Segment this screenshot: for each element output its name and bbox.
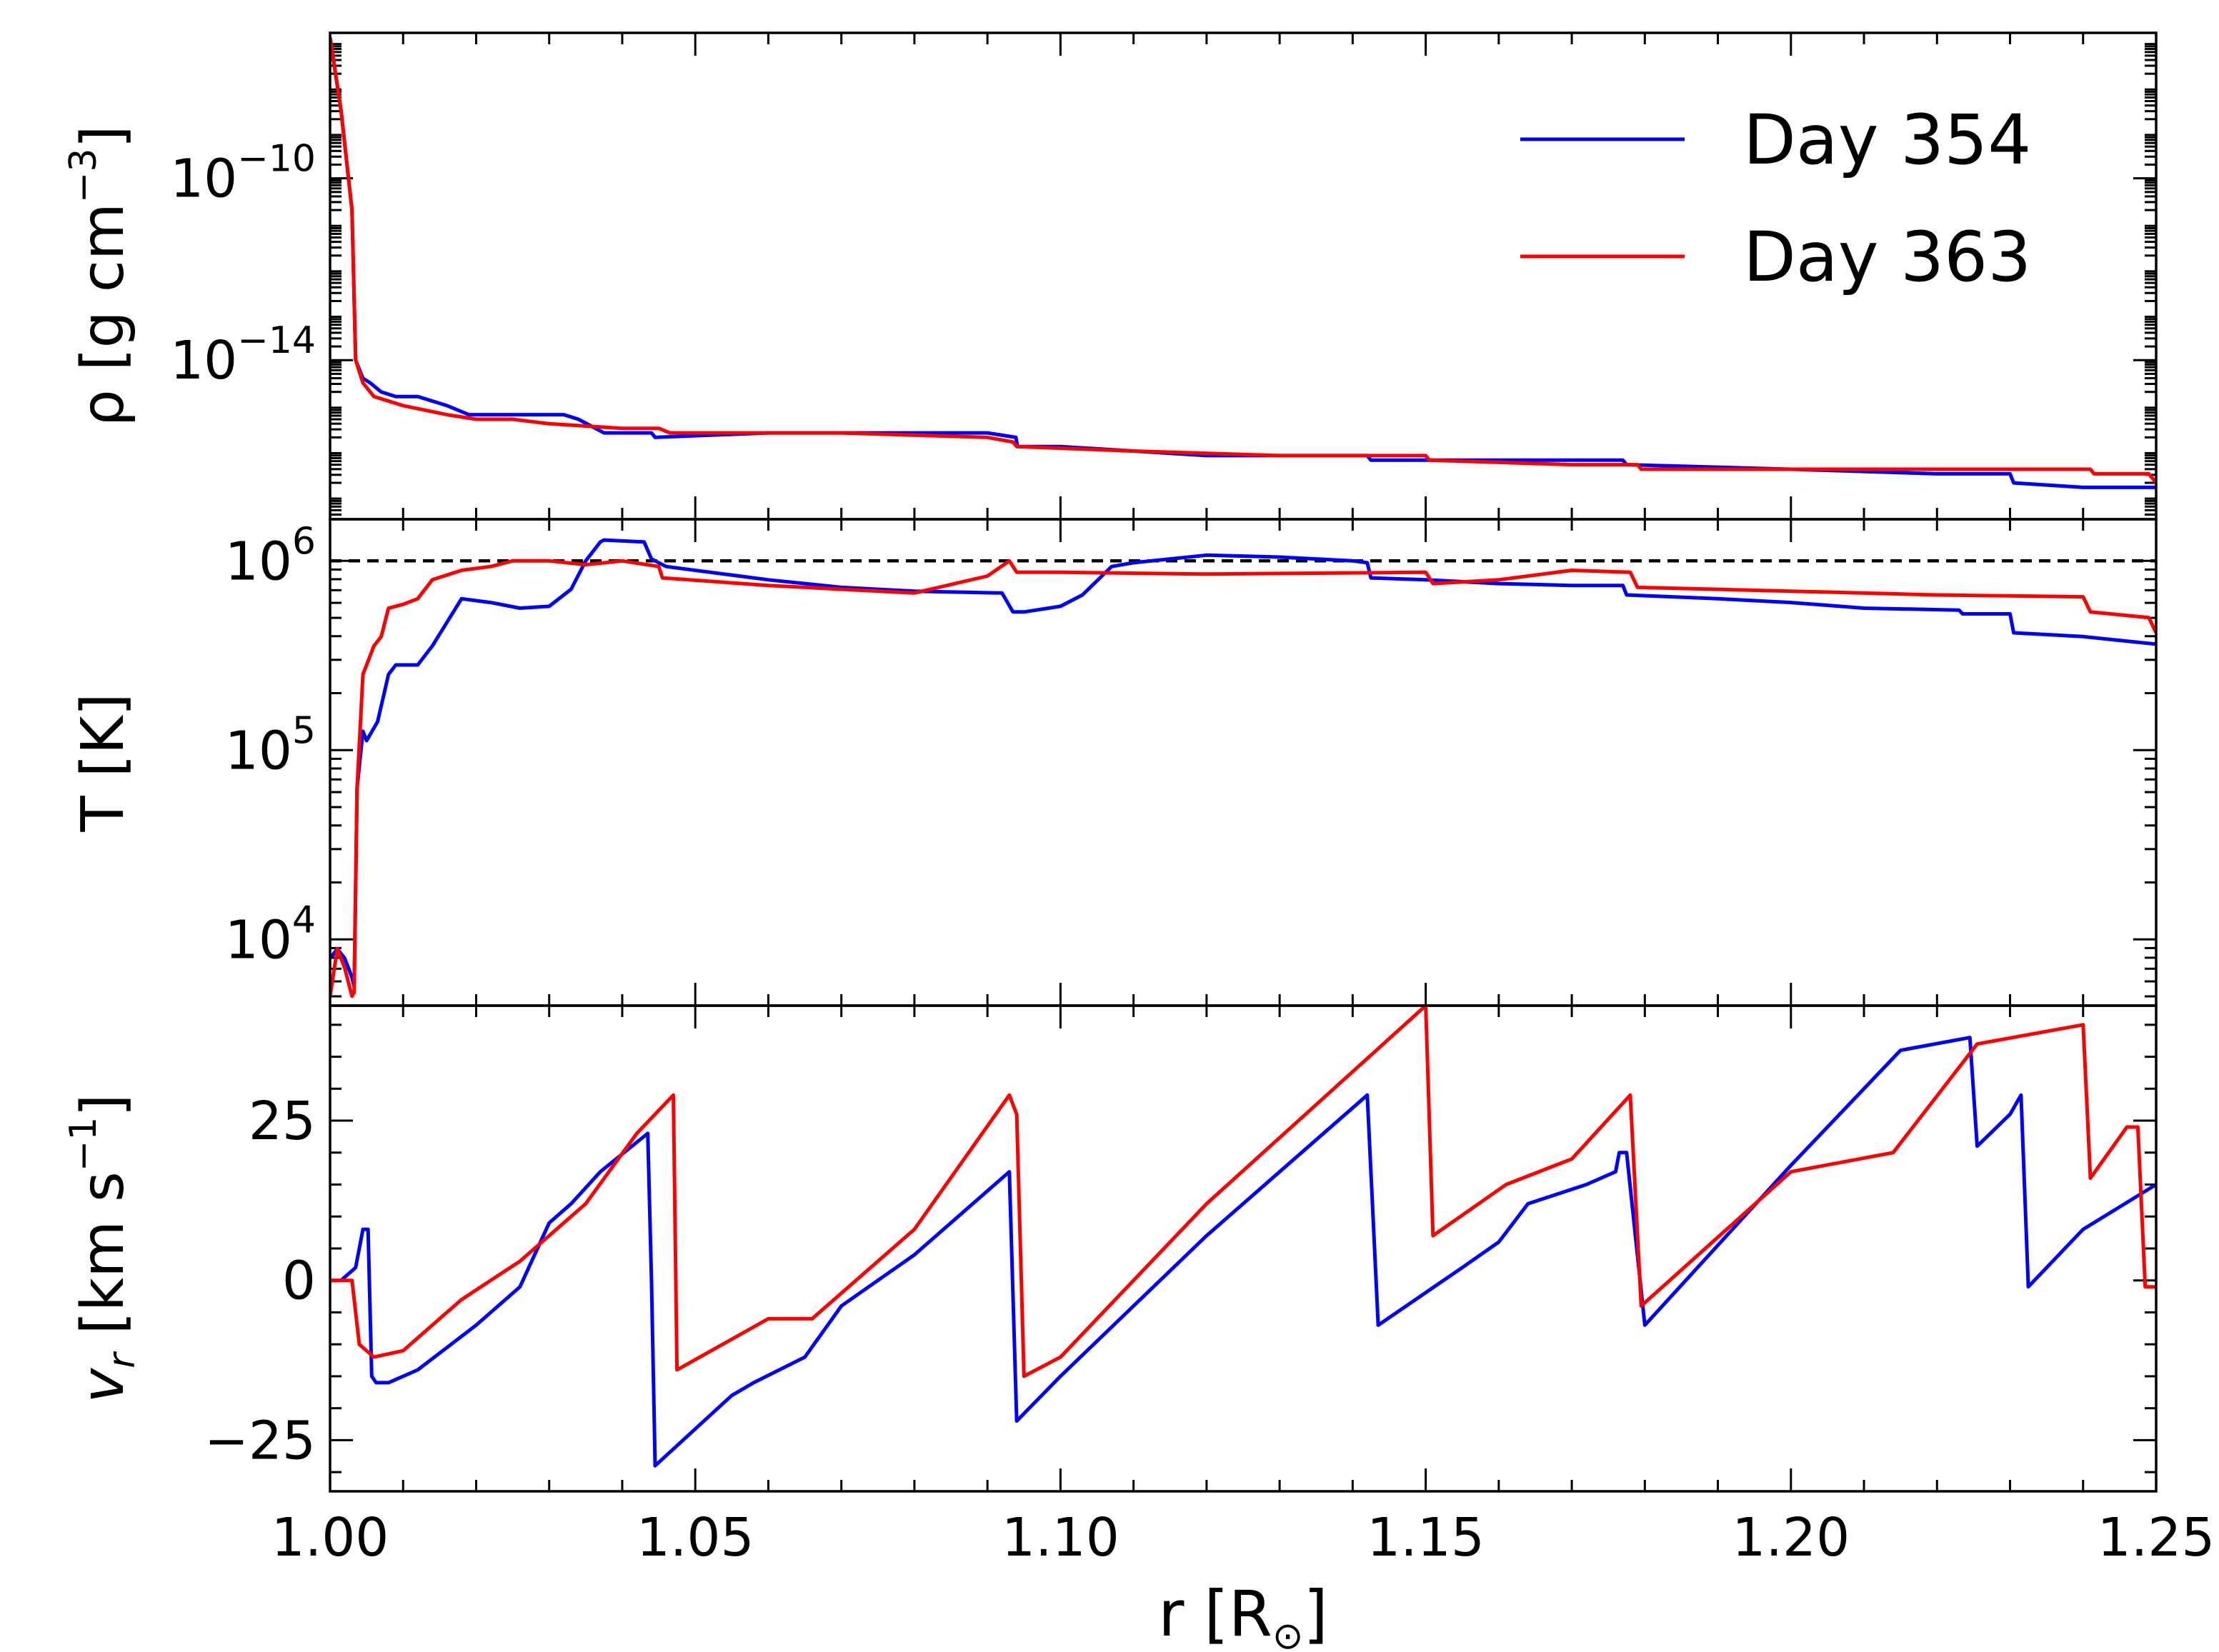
x-tick-label: 1.15: [1367, 1507, 1485, 1568]
x-tick-label: 1.20: [1732, 1507, 1850, 1568]
velocity-panel: 25 0 −25 vr [km s−1]: [62, 1004, 2158, 1493]
y-axis-title: vr [km s−1]: [62, 1094, 144, 1403]
series-line-day-363: [330, 37, 2156, 484]
x-axis: 1.00 1.05 1.10 1.15 1.20 1.25 r [R⊙]: [271, 1507, 2215, 1652]
legend-label: Day 354: [1743, 100, 2031, 180]
density-panel: 10−10 10−14 ρ [g cm−3]: [62, 31, 2158, 521]
x-tick-label: 1.25: [2098, 1507, 2215, 1568]
y-tick-label: 105: [225, 709, 316, 781]
legend: Day 354 Day 363: [1520, 100, 2031, 297]
temperature-panel: 104 105 106 T [K]: [69, 518, 2158, 1007]
x-axis-title: r [R⊙]: [1158, 1577, 1328, 1652]
y-tick-label: −25: [204, 1410, 316, 1471]
y-axis-title: T [K]: [69, 694, 137, 833]
x-tick-label: 1.00: [271, 1507, 389, 1568]
series-line-day-354: [330, 1036, 2156, 1468]
panel-frame: [329, 1004, 2158, 1493]
y-tick-label: 25: [249, 1091, 316, 1152]
series-line-day-363: [330, 1006, 2156, 1378]
series-line-day-354: [330, 538, 2156, 988]
y-tick-label: 104: [225, 898, 316, 971]
y-axis-title: ρ [g cm−3]: [62, 126, 137, 427]
legend-label: Day 363: [1743, 217, 2031, 297]
x-tick-label: 1.05: [637, 1507, 754, 1568]
x-tick-label: 1.10: [1002, 1507, 1120, 1568]
y-tick-label: 0: [282, 1251, 316, 1312]
y-tick-label: 10−10: [170, 138, 316, 210]
series-line-day-363: [330, 559, 2156, 998]
y-tick-label: 106: [225, 520, 316, 592]
y-tick-label: 10−14: [170, 319, 316, 391]
